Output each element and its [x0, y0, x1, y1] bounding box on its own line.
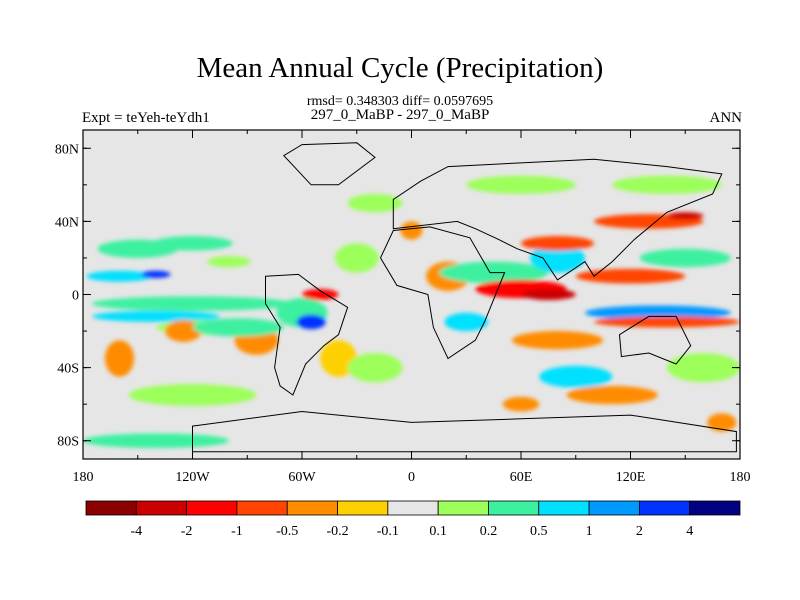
- colorbar-label: -0.2: [326, 524, 348, 539]
- x-tick-label: 180: [730, 470, 751, 485]
- chart-subtitle: rmsd= 0.348303 diff= 0.0597695: [306, 94, 494, 109]
- season-label: ANN: [709, 110, 743, 126]
- colorbar-label: 4: [686, 524, 693, 539]
- colorbar-swatch: [135, 500, 188, 516]
- anomaly-region: [152, 236, 233, 251]
- y-tick-label: 40N: [55, 215, 79, 230]
- colorbar-label: -0.1: [377, 524, 399, 539]
- y-axis: 80N 40N 0 40S 80S: [55, 142, 740, 450]
- colorbar-swatch: [488, 500, 540, 516]
- colorbar-swatch: [236, 500, 288, 516]
- y-tick-label: 80S: [57, 435, 79, 450]
- anomaly-region: [128, 384, 257, 406]
- x-tick-label: 180: [73, 470, 94, 485]
- colorbar-label: -2: [181, 524, 193, 539]
- colorbar-label: -4: [130, 524, 142, 539]
- anomaly-region: [302, 289, 339, 300]
- anomaly-region: [347, 352, 403, 383]
- anomaly-region: [612, 175, 722, 194]
- anomaly-region: [502, 396, 540, 412]
- anomaly-region: [192, 318, 284, 337]
- colorbar-swatch: [186, 500, 238, 516]
- colorbar-label: 1: [586, 524, 593, 539]
- anomaly-region: [165, 320, 202, 343]
- anomaly-region: [86, 270, 153, 282]
- colorbar-swatch: [638, 500, 691, 516]
- anomaly-region: [400, 221, 423, 240]
- colorbar-swatch: [538, 500, 590, 516]
- x-tick-label: 0: [408, 470, 415, 485]
- colorbar-swatch: [387, 500, 439, 516]
- y-tick-label: 0: [72, 289, 79, 304]
- south-america-outline: [265, 273, 349, 396]
- colorbar-label: -1: [231, 524, 243, 539]
- anomaly-region: [511, 331, 604, 350]
- anomaly-region: [207, 256, 251, 268]
- anomaly-region: [296, 314, 326, 330]
- colorbar-label: 0.1: [429, 524, 447, 539]
- colorbar-label: -0.5: [276, 524, 298, 539]
- colorbar-swatch: [85, 500, 137, 516]
- y-tick-label: 40S: [57, 362, 79, 377]
- colorbar-label: 0.5: [530, 524, 548, 539]
- anomaly-region: [530, 243, 585, 273]
- anomaly-region: [639, 248, 731, 268]
- anomaly-region: [575, 268, 686, 284]
- colorbar: -4 -2 -1 -0.5 -0.2 -0.1 0.1 0.2 0.5 1 2 4: [85, 500, 741, 539]
- anomaly-region: [521, 289, 576, 300]
- anomaly-region: [347, 193, 403, 213]
- y-tick-label: 80N: [55, 142, 79, 157]
- anomaly-region: [92, 296, 293, 311]
- contour-fill-layer: [83, 175, 740, 449]
- africa-outline: [379, 226, 506, 360]
- anomaly-region: [92, 310, 220, 322]
- anomaly-region: [667, 352, 740, 383]
- colorbar-swatch: [588, 500, 640, 516]
- x-tick-label: 120E: [616, 470, 646, 485]
- case-label: 297_0_MaBP - 297_0_MaBP: [310, 107, 490, 123]
- greenland-outline: [283, 142, 376, 186]
- x-tick-label: 60W: [288, 470, 316, 485]
- x-axis: 180 120W 60W 0 60E 120E 180: [73, 130, 751, 485]
- chart-title: Mean Annual Cycle (Precipitation): [196, 52, 604, 84]
- anomaly-region: [667, 212, 704, 220]
- anomaly-region: [466, 175, 576, 194]
- colorbar-label: 2: [636, 524, 643, 539]
- x-tick-label: 120W: [175, 470, 210, 485]
- anomaly-region: [141, 270, 171, 279]
- colorbar-label: 0.2: [480, 524, 498, 539]
- continent-outline-layer: [192, 142, 737, 453]
- colorbar-swatch: [286, 500, 338, 516]
- anomaly-region: [521, 236, 594, 251]
- anomaly-region: [334, 243, 379, 273]
- anomaly-region: [707, 413, 737, 432]
- experiment-label: Expt = teYeh-teYdh1: [82, 110, 210, 126]
- colorbar-swatch: [689, 500, 741, 516]
- australia-outline: [618, 315, 692, 365]
- plot-area: [82, 129, 741, 460]
- anomaly-region: [566, 385, 658, 405]
- anomaly-region: [584, 305, 731, 321]
- anomaly-region: [539, 365, 613, 388]
- eurasia-outline: [392, 158, 723, 281]
- anomaly-region: [594, 316, 740, 328]
- anomaly-region: [444, 312, 489, 332]
- anomaly-region: [104, 340, 135, 377]
- antarctica-outline: [192, 410, 737, 453]
- colorbar-swatch: [437, 500, 489, 516]
- anomaly-region: [83, 433, 229, 449]
- colorbar-swatch: [337, 500, 389, 516]
- x-tick-label: 60E: [510, 470, 533, 485]
